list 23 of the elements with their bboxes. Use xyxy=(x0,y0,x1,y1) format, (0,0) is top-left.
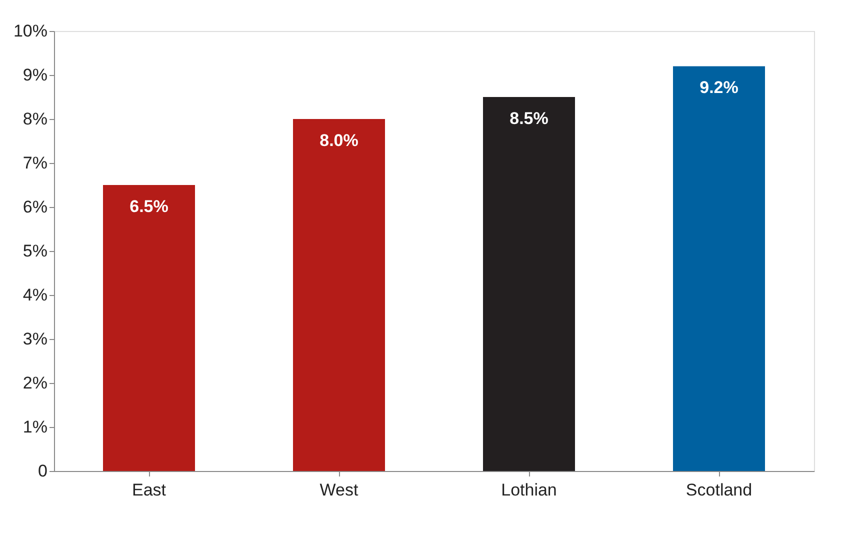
data-label: 8.0% xyxy=(320,131,358,150)
y-tick-label: 2% xyxy=(22,374,48,392)
x-tick-label: Scotland xyxy=(686,480,752,500)
y-tick-label: 0 xyxy=(38,462,48,480)
y-tick-label: 9% xyxy=(22,66,48,84)
data-label: 6.5% xyxy=(130,197,168,216)
data-label: 8.5% xyxy=(510,109,548,128)
y-tick-label: 7% xyxy=(22,154,48,172)
y-tick-label: 4% xyxy=(22,286,48,304)
y-tick-label: 1% xyxy=(22,418,48,436)
bar xyxy=(103,185,195,471)
x-tick-label: Lothian xyxy=(501,480,557,500)
bar xyxy=(293,119,385,471)
y-tick-label: 10% xyxy=(13,22,48,40)
x-tick-label: East xyxy=(132,480,166,500)
y-tick-label: 6% xyxy=(22,198,48,216)
y-tick-label: 3% xyxy=(22,330,48,348)
x-tick-label: West xyxy=(320,480,358,500)
bar xyxy=(673,66,765,471)
y-tick-label: 5% xyxy=(22,242,48,260)
data-label: 9.2% xyxy=(700,78,738,98)
y-tick-label: 8% xyxy=(22,110,48,128)
bar xyxy=(483,97,575,471)
